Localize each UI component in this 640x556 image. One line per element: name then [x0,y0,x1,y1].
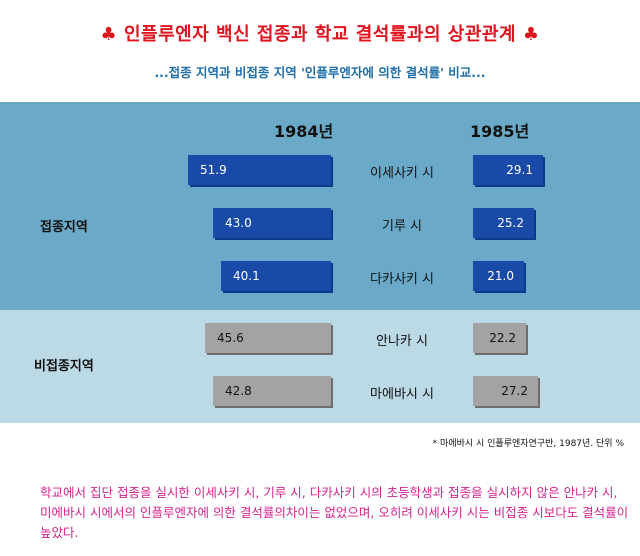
bar-1985-label-kiryu: 25.2 [497,216,524,230]
bar-1984-annaka: 45.6 [205,323,331,353]
bar-1985-annaka: 22.2 [473,323,526,353]
chart-title-text: 인플루엔자 백신 접종과 학교 결석률과의 상관관계 [123,24,517,45]
description-note: 학교에서 집단 접종을 실시한 이세사키 시, 기루 시, 다카사키 시의 초등… [40,485,629,540]
bar-1984-label-kiryu: 43.0 [225,216,252,230]
city-label-kiryu: 기루 시 [381,219,422,234]
vaccinated-group-label: 접종지역 [40,220,88,235]
bar-1984-takasaki: 40.1 [221,261,331,291]
bar-1985-label-maebashi: 27.2 [501,384,528,398]
bar-1984-label-takasaki: 40.1 [233,269,260,283]
city-label-annaka: 안나카 시 [376,334,428,349]
unvaccinated-group-label: 비접종지역 [34,359,94,374]
bar-1984-kiryu: 43.0 [213,208,331,238]
bar-1984-maebashi: 42.8 [213,376,331,406]
bar-1984-isesaki: 51.9 [188,155,331,185]
bar-1984-label-maebashi: 42.8 [225,384,252,398]
club-suit-right-icon: ♣ [522,24,540,45]
bar-1985-isesaki: 29.1 [473,155,543,185]
bar-1985-kiryu: 25.2 [473,208,534,238]
chart-subtitle: ...접종 지역과 비접종 지역 '인플루엔자에 의한 결석률' 비교... [154,65,486,80]
chart-title: ♣ 인플루엔자 백신 접종과 학교 결석률과의 상관관계 ♣ [0,20,640,46]
club-suit-left-icon: ♣ [100,24,118,45]
source-footnote: * 마에바시 시 인플루엔자연구반, 1987년. 단위 % [432,439,624,449]
city-label-maebashi: 마에바시 시 [370,387,434,402]
bar-1985-maebashi: 27.2 [473,376,538,406]
city-label-isesaki: 이세사키 시 [370,166,434,181]
bar-1985-label-takasaki: 21.0 [487,269,514,283]
bar-1985-label-annaka: 22.2 [489,331,516,345]
bar-1984-label-isesaki: 51.9 [200,163,227,177]
city-label-takasaki: 다카사키 시 [370,272,434,287]
bar-1985-label-isesaki: 29.1 [506,163,533,177]
year-1985-header: 1985년 [470,122,530,141]
year-1984-header: 1984년 [274,122,334,141]
bar-1985-takasaki: 21.0 [473,261,524,291]
bar-1984-label-annaka: 45.6 [217,331,244,345]
